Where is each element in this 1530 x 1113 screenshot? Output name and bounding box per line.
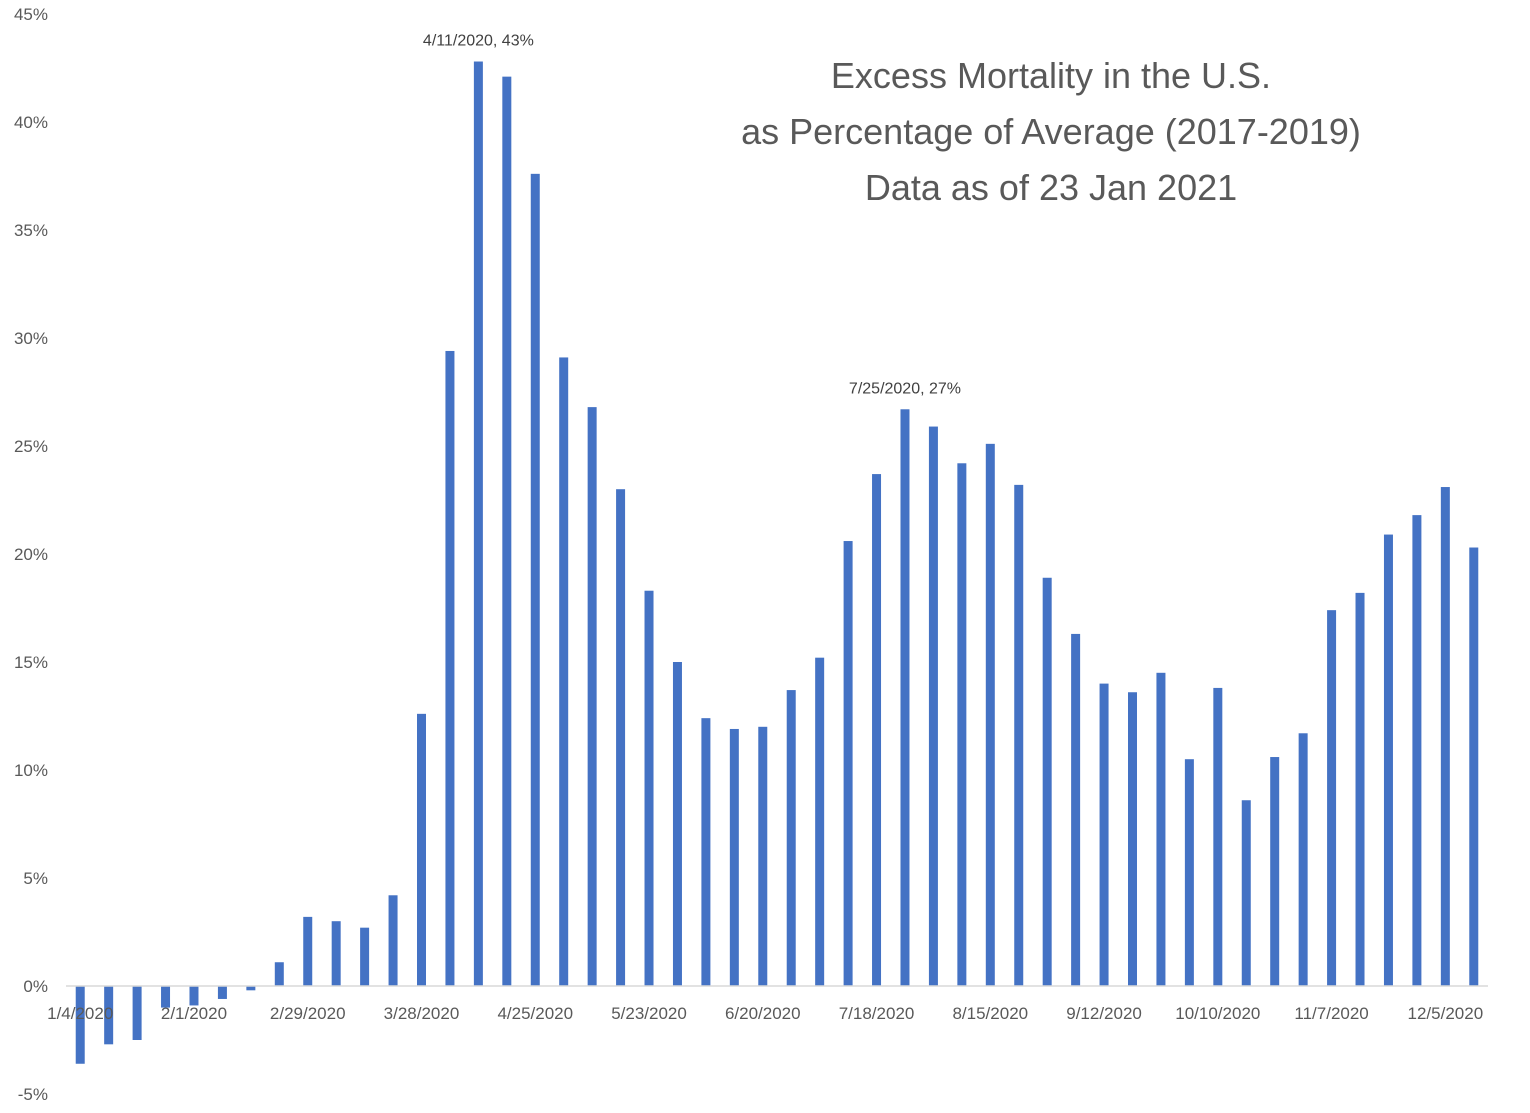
bar <box>872 474 882 986</box>
bar <box>161 986 171 1008</box>
bar <box>900 409 910 986</box>
x-tick-label: 11/7/2020 <box>1294 1004 1368 1023</box>
x-tick-label: 1/4/2020 <box>47 1004 113 1023</box>
bar <box>843 541 853 986</box>
y-tick-label: 10% <box>14 761 48 780</box>
bar <box>616 489 626 986</box>
y-tick-label: 35% <box>14 221 48 240</box>
x-tick-label: 5/23/2020 <box>611 1004 687 1023</box>
bar <box>1412 515 1422 986</box>
bar <box>75 986 85 1064</box>
bar <box>360 927 370 986</box>
bar <box>502 76 512 986</box>
chart-title-line: Excess Mortality in the U.S. <box>831 55 1271 96</box>
bar <box>957 463 967 986</box>
data-annotations: 4/11/2020, 43% 7/25/2020, 27% <box>423 33 961 398</box>
y-tick-label: 0% <box>23 977 48 996</box>
chart-title-line: Data as of 23 Jan 2021 <box>865 167 1237 208</box>
bar <box>473 61 483 986</box>
y-axis-tick-labels: -5% 0% 5% 10% 15% 20% 25% 30% 35% 40% 45% <box>14 5 48 1104</box>
y-tick-label: 30% <box>14 329 48 348</box>
bar <box>701 718 711 986</box>
y-tick-label: 20% <box>14 545 48 564</box>
bar <box>1128 692 1137 986</box>
bar <box>104 986 114 1045</box>
x-tick-label: 8/15/2020 <box>952 1004 1028 1023</box>
x-tick-label: 9/12/2020 <box>1066 1004 1142 1023</box>
bar <box>672 662 682 986</box>
bar <box>530 173 540 987</box>
chart-title-line: as Percentage of Average (2017-2019) <box>741 111 1361 152</box>
bar <box>445 350 455 987</box>
y-tick-label: 45% <box>14 5 48 24</box>
bar <box>1241 800 1251 986</box>
bar <box>815 657 825 986</box>
bar <box>729 728 739 986</box>
x-tick-label: 6/20/2020 <box>725 1004 801 1023</box>
bar <box>587 407 597 986</box>
bar <box>417 713 426 986</box>
bar <box>1469 547 1479 986</box>
bar <box>559 357 569 986</box>
data-label: 7/25/2020, 27% <box>849 380 961 397</box>
chart-title: Excess Mortality in the U.S. as Percentag… <box>741 55 1361 208</box>
bar <box>1327 610 1337 986</box>
y-tick-label: 40% <box>14 113 48 132</box>
bar-series <box>75 61 1479 1064</box>
bar <box>303 916 313 986</box>
y-tick-label: 15% <box>14 653 48 672</box>
bar <box>1383 534 1393 986</box>
bar <box>1213 687 1223 986</box>
bar <box>388 895 398 986</box>
bar <box>928 426 938 986</box>
y-tick-label: 5% <box>23 869 48 888</box>
x-tick-label: 7/18/2020 <box>839 1004 915 1023</box>
bar <box>331 921 341 986</box>
y-tick-label: -5% <box>18 1085 48 1104</box>
bar <box>1042 577 1052 986</box>
x-tick-label: 4/25/2020 <box>497 1004 573 1023</box>
bar <box>1270 757 1280 986</box>
bar <box>274 962 284 986</box>
bar <box>1014 484 1024 986</box>
data-label: 4/11/2020, 43% <box>423 33 534 50</box>
bar <box>1099 683 1109 986</box>
bar <box>985 443 995 987</box>
bar <box>786 690 796 986</box>
y-tick-label: 25% <box>14 437 48 456</box>
bar <box>1298 733 1308 986</box>
x-axis-tick-labels: 1/4/2020 2/1/2020 2/29/2020 3/28/2020 4/25/2… <box>47 1004 1483 1023</box>
bar <box>1355 592 1365 986</box>
bar <box>644 590 654 986</box>
bar <box>1184 759 1194 986</box>
bar <box>1156 672 1166 986</box>
bar <box>758 726 768 986</box>
bar <box>1440 487 1450 986</box>
x-tick-label: 10/10/2020 <box>1175 1004 1260 1023</box>
bar <box>132 986 142 1040</box>
bar <box>189 986 199 1006</box>
bar <box>1071 633 1081 986</box>
x-tick-label: 2/1/2020 <box>161 1004 227 1023</box>
x-tick-label: 3/28/2020 <box>384 1004 460 1023</box>
x-tick-label: 2/29/2020 <box>270 1004 346 1023</box>
bar <box>246 986 256 991</box>
bar <box>217 986 227 999</box>
x-tick-label: 12/5/2020 <box>1408 1004 1484 1023</box>
